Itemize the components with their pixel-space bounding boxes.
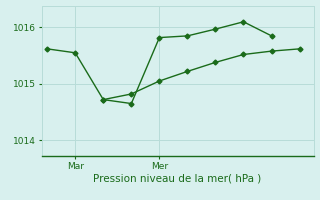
- X-axis label: Pression niveau de la mer( hPa ): Pression niveau de la mer( hPa ): [93, 173, 262, 183]
